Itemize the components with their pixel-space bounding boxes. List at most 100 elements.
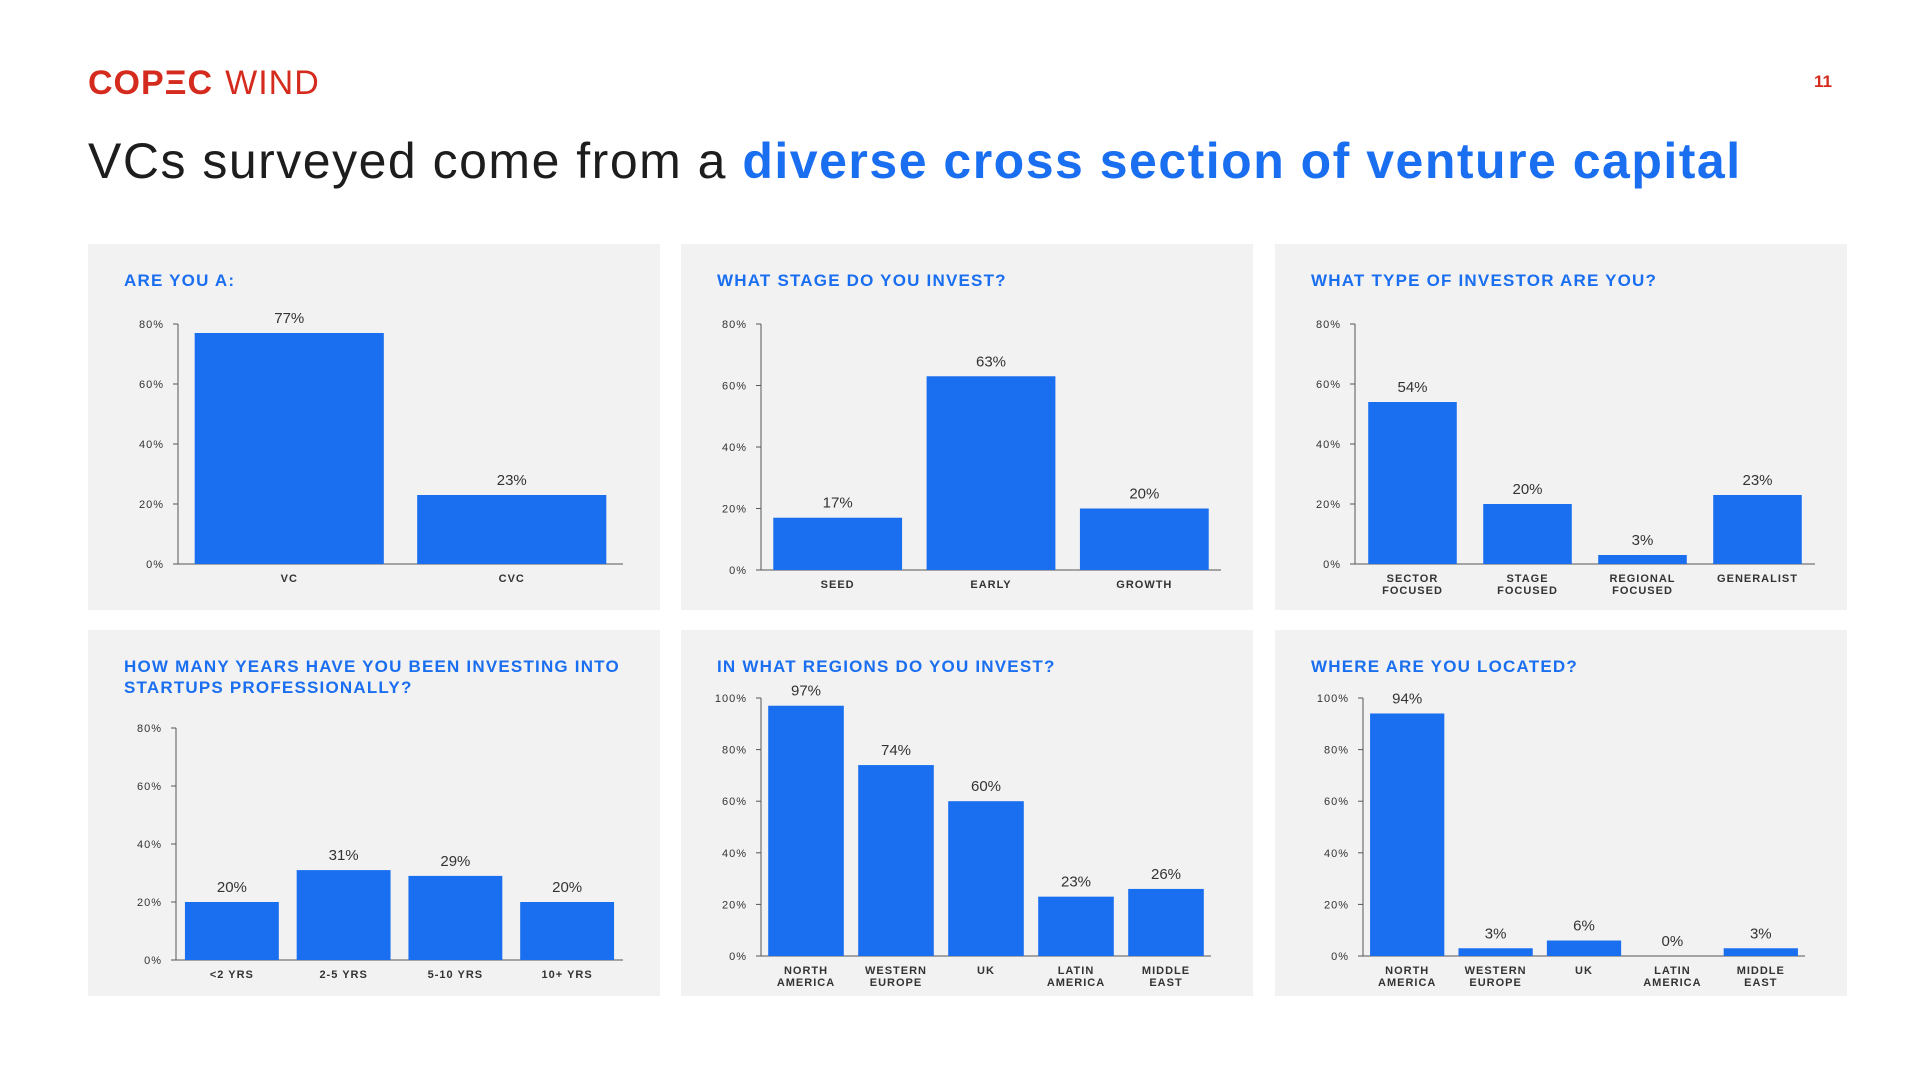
category-label: UK	[1575, 965, 1593, 977]
data-label: 20%	[1512, 481, 1542, 498]
bar	[1128, 888, 1204, 956]
bar	[926, 376, 1056, 570]
y-tick-label: 60%	[1324, 796, 1349, 808]
bar	[520, 902, 615, 960]
data-label: 6%	[1573, 918, 1595, 935]
category-label: GENERALIST	[1717, 573, 1798, 585]
category-label: FOCUSED	[1382, 585, 1443, 597]
bar	[1713, 495, 1802, 564]
chart-title: WHERE ARE YOU LOCATED?	[1311, 657, 1578, 676]
y-tick-label: 60%	[1316, 379, 1341, 391]
chart-panel-regions: IN WHAT REGIONS DO YOU INVEST? 0% 20% 40% 6…	[681, 630, 1253, 996]
y-tick-label: 20%	[137, 897, 162, 909]
chart-location: 0%20%40%60%80%100% 94%NORTHAMERICA3%WESTE…	[1317, 690, 1805, 989]
chart-panel-investor-type: WHAT TYPE OF INVESTOR ARE YOU? 0% 20% 40% 6…	[1275, 244, 1847, 610]
data-label: 97%	[791, 683, 821, 700]
bar	[1483, 504, 1572, 564]
title-plain: VCs surveyed come from a	[88, 133, 743, 189]
chart-title: WHAT TYPE OF INVESTOR ARE YOU?	[1311, 271, 1658, 290]
chart-panel-location: WHERE ARE YOU LOCATED? 0% 20% 40% 60% 80% 100…	[1275, 630, 1847, 996]
bar	[417, 495, 607, 564]
category-label: CVC	[499, 573, 525, 585]
chart-role: 0% 20% 40% 60% 80% 77% VC 23% CVC	[139, 310, 623, 585]
logo-secondary: WIND	[225, 64, 320, 102]
y-tick-label: 80%	[722, 319, 747, 331]
bar	[948, 801, 1024, 956]
data-label: 3%	[1485, 925, 1507, 942]
y-tick-label: 0%	[146, 559, 164, 571]
category-label: REGIONAL	[1609, 573, 1675, 585]
bar	[768, 705, 844, 956]
y-tick-label: 0%	[729, 951, 747, 963]
bar	[1370, 713, 1445, 956]
data-label: 23%	[1061, 874, 1091, 891]
data-label: 23%	[1742, 472, 1772, 489]
y-tick-label: 80%	[137, 723, 162, 735]
y-tick-label: 60%	[722, 796, 747, 808]
bar	[296, 870, 391, 960]
y-tick-label: 60%	[139, 379, 164, 391]
page-number: 11	[1814, 72, 1832, 91]
data-label: 3%	[1632, 532, 1654, 549]
category-label: SECTOR	[1387, 573, 1439, 585]
category-label: VC	[281, 573, 298, 585]
y-tick-label: 0%	[729, 565, 747, 577]
data-label: 20%	[1129, 486, 1159, 503]
data-label: 3%	[1750, 925, 1772, 942]
y-tick-label: 80%	[1316, 319, 1341, 331]
category-label: NORTH	[1385, 965, 1429, 977]
y-tick-label: 20%	[1316, 499, 1341, 511]
y-tick-label: 80%	[722, 745, 747, 757]
data-label: 77%	[274, 310, 304, 327]
category-label: EUROPE	[870, 977, 922, 989]
y-tick-label: 40%	[722, 848, 747, 860]
chart-investor-type: 0%20%40%60%80%54%SECTORFOCUSED20%STAGEFO…	[1316, 319, 1815, 597]
y-tick-label: 0%	[144, 955, 162, 967]
bar	[858, 765, 934, 956]
y-tick-label: 40%	[139, 439, 164, 451]
category-label: STAGE	[1506, 573, 1548, 585]
data-label: 20%	[552, 879, 582, 896]
y-tick-label: 80%	[139, 319, 164, 331]
y-tick-label: 0%	[1331, 951, 1349, 963]
y-tick-label: 0%	[1323, 559, 1341, 571]
y-tick-label: 20%	[139, 499, 164, 511]
category-label: UK	[977, 965, 995, 977]
y-tick-label: 20%	[1324, 899, 1349, 911]
chart-title: WHAT STAGE DO YOU INVEST?	[717, 271, 1007, 290]
category-label: 10+ YRS	[542, 969, 593, 981]
category-label: WESTERN	[1465, 965, 1527, 977]
category-label: <2 YRS	[210, 969, 254, 981]
data-label: 63%	[976, 353, 1006, 370]
data-label: 26%	[1151, 866, 1181, 883]
bar	[773, 517, 903, 570]
bar	[408, 875, 503, 960]
category-label: SEED	[821, 579, 855, 591]
chart-years: 0% 20% 40% 60% 80% 20% <2 YRS 31% 2-5 YRS 29% 5-10…	[137, 723, 623, 981]
y-tick-label: 40%	[1316, 439, 1341, 451]
category-label: MIDDLE	[1142, 965, 1190, 977]
y-tick-label: 60%	[137, 781, 162, 793]
data-label: 29%	[440, 853, 470, 870]
category-label: MIDDLE	[1737, 965, 1785, 977]
data-label: 94%	[1392, 690, 1422, 707]
y-tick-label: 80%	[1324, 745, 1349, 757]
chart-title: HOW MANY YEARS HAVE YOU BEEN INVESTING I…	[124, 657, 620, 697]
brand-logo: COPΞC WIND	[88, 64, 320, 103]
bar	[1723, 948, 1798, 956]
bar	[1038, 896, 1114, 956]
y-tick-label: 100%	[715, 693, 747, 705]
bar	[184, 902, 279, 960]
chart-panel-role: ARE YOU A: 0% 20% 40% 60% 80% 77% VC 23% CVC	[88, 244, 660, 610]
y-tick-label: 20%	[722, 899, 747, 911]
chart-stage: 0% 20% 40% 60% 80% 17% SEED 63% EARLY 20% GROWTH	[722, 319, 1221, 591]
category-label: WESTERN	[865, 965, 927, 977]
chart-panel-years: HOW MANY YEARS HAVE YOU BEEN INVESTING I…	[88, 630, 660, 996]
data-label: 60%	[971, 778, 1001, 795]
category-label: AMERICA	[777, 977, 835, 989]
category-label: NORTH	[784, 965, 828, 977]
bar	[1368, 402, 1457, 564]
category-label: GROWTH	[1116, 579, 1172, 591]
data-label: 23%	[497, 472, 527, 489]
bar	[1598, 555, 1687, 564]
